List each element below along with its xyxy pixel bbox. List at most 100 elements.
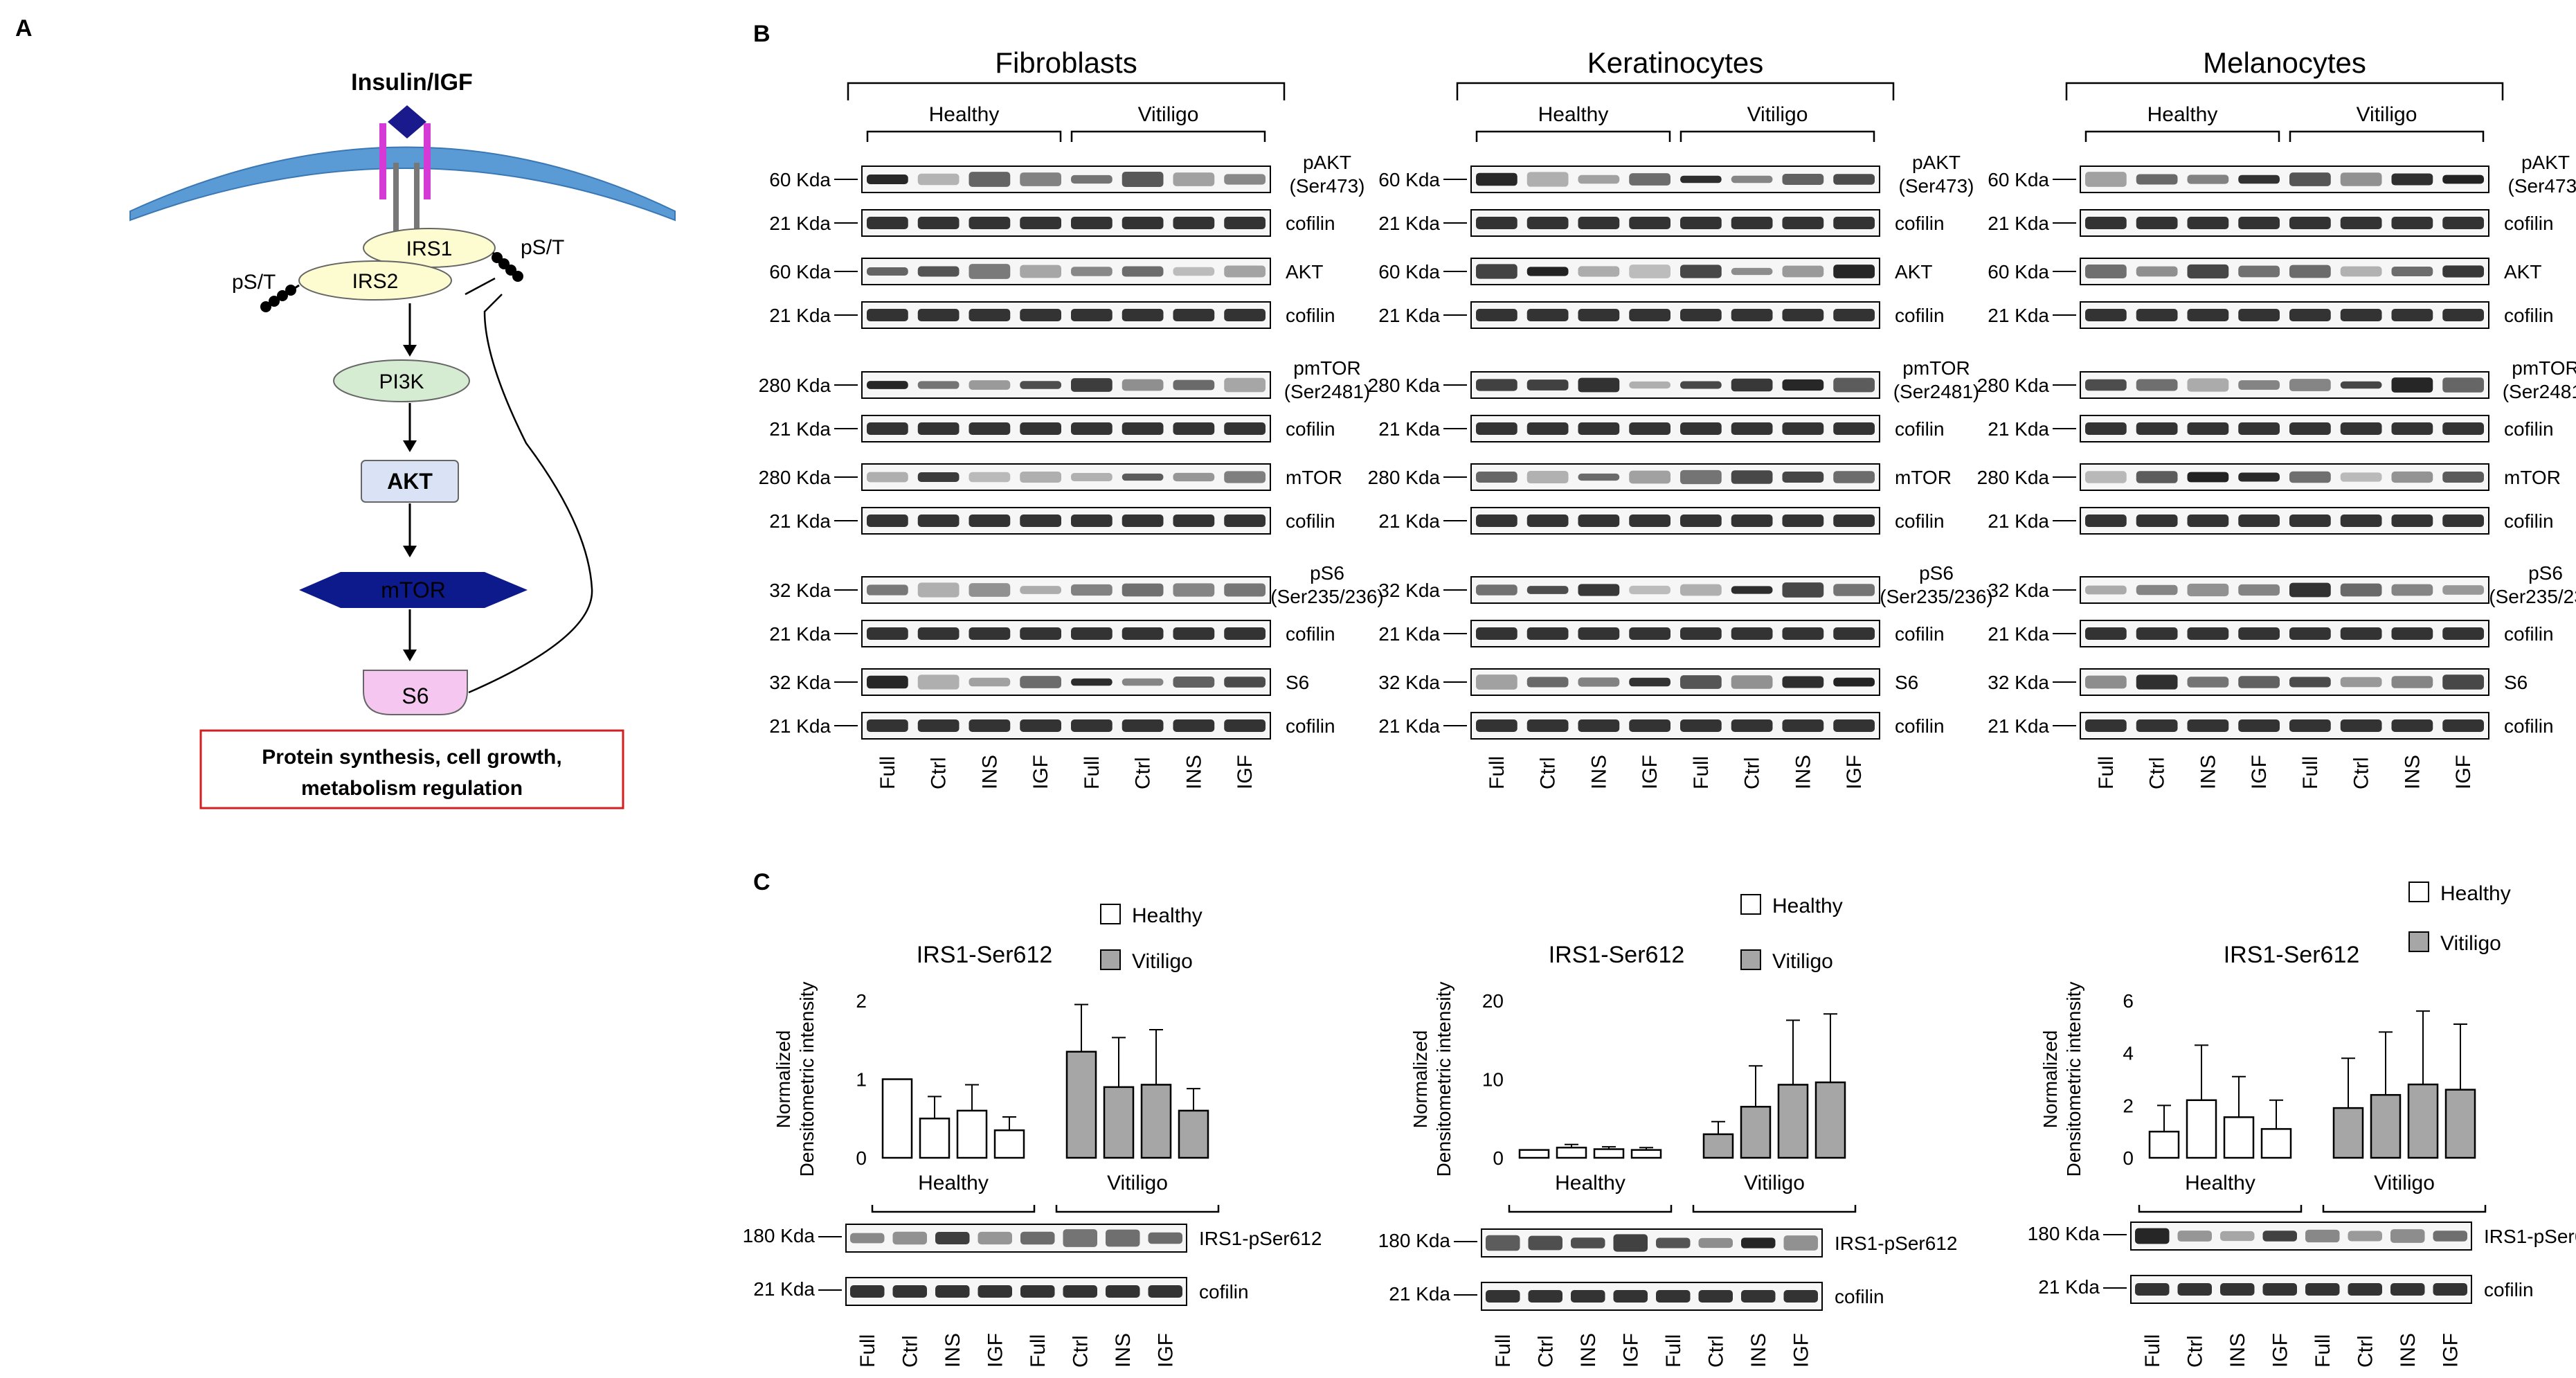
blot-band — [917, 266, 960, 277]
group-label: Healthy — [918, 1172, 989, 1194]
ligand-label: Insulin/IGF — [351, 69, 473, 96]
blot-band — [2177, 1231, 2212, 1242]
blot-band — [1578, 309, 1620, 321]
blot-band — [1071, 584, 1113, 596]
bar-vitiligo — [1702, 1133, 1734, 1159]
group-bracket — [2138, 1205, 2303, 1213]
blot-band — [1063, 1285, 1097, 1298]
blot-band — [1122, 583, 1164, 597]
target-label: pS6 — [1919, 562, 1954, 584]
lane-label: INS — [1587, 755, 1610, 789]
target-label: mTOR — [2504, 467, 2561, 488]
blot-band — [2442, 265, 2484, 278]
blot-band — [2136, 422, 2178, 435]
blot-band — [1833, 584, 1875, 596]
blot-band — [1629, 173, 1670, 186]
y-tick-label: 0 — [856, 1147, 867, 1169]
legend-swatch-vitiligo — [1100, 949, 1121, 970]
mw-marker: 21 Kda — [1378, 213, 1440, 234]
mw-marker: 60 Kda — [769, 169, 831, 190]
group-bracket — [1508, 1205, 1673, 1213]
blot-band — [1071, 514, 1113, 527]
mw-marker: 21 Kda — [1988, 305, 2049, 326]
blot-band — [1224, 677, 1266, 688]
blot-band — [2085, 264, 2127, 279]
blot-band — [917, 674, 960, 690]
blot-band — [1571, 1237, 1605, 1249]
target-label: cofilin — [1895, 418, 1945, 440]
blot-band — [1526, 514, 1569, 527]
blot-band — [2340, 472, 2382, 482]
blot-band — [2187, 677, 2229, 688]
blot-band — [2238, 217, 2280, 229]
panel-label-a: A — [15, 15, 33, 42]
target-label: S6 — [1286, 672, 1309, 693]
blot-band — [2442, 472, 2484, 483]
blot-band — [867, 175, 908, 184]
legend-label-healthy: Healthy — [1132, 904, 1203, 927]
blot-band — [1833, 422, 1875, 435]
target-label: pS6 — [1310, 562, 1344, 584]
mw-marker: 180 Kda — [2028, 1223, 2100, 1244]
blot-band — [1578, 473, 1620, 481]
blot-band — [1020, 471, 1061, 483]
mw-marker: 280 Kda — [1368, 375, 1441, 396]
blot-band — [1833, 174, 1875, 185]
blot-band — [1122, 627, 1164, 640]
blot-band — [1782, 174, 1824, 185]
group-bracket — [1055, 1205, 1220, 1213]
y-tick-label: 1 — [856, 1069, 867, 1091]
blot-band — [1020, 514, 1061, 527]
mw-marker: 280 Kda — [759, 375, 831, 396]
lane-label: INS — [1747, 1333, 1770, 1368]
blot-band — [917, 422, 960, 435]
blot-band — [917, 472, 960, 482]
bar-vitiligo — [1777, 1084, 1809, 1159]
outcome-text-line2: metabolism regulation — [301, 777, 523, 800]
blot-band — [2289, 217, 2331, 229]
blot-band — [969, 422, 1011, 435]
blot-band — [2238, 472, 2280, 482]
blot-band — [2136, 379, 2178, 391]
bar-healthy — [2186, 1099, 2217, 1159]
group-label: Vitiligo — [1744, 1172, 1805, 1194]
blot-band — [2187, 264, 2229, 279]
mw-marker: 21 Kda — [1378, 715, 1440, 737]
blot-band — [1122, 678, 1164, 686]
blot-band — [1629, 422, 1670, 435]
blot-band — [1122, 719, 1164, 732]
blot-band — [917, 217, 960, 229]
group-label: Vitiligo — [2374, 1172, 2435, 1194]
blot-band — [2442, 674, 2484, 690]
blot-band — [1122, 217, 1164, 229]
blot-band — [1731, 719, 1773, 732]
legend-swatch-vitiligo — [1740, 949, 1761, 970]
blot-band — [1680, 719, 1722, 732]
blot-band — [2262, 1283, 2297, 1296]
blot-band — [1476, 379, 1517, 391]
blot-band — [2085, 675, 2127, 689]
legend-label-healthy: Healthy — [1772, 895, 1843, 918]
blot-band — [1731, 309, 1773, 321]
group-bracket — [2084, 130, 2280, 142]
blot-band — [1578, 175, 1620, 184]
target-label: cofilin — [2504, 623, 2554, 645]
blot-band — [1680, 175, 1722, 184]
y-axis-label: Normalized — [773, 1030, 794, 1129]
densitometry-chart-0: IRS1-Ser612 Healthy Vitiligo Normalized Dens… — [743, 904, 1322, 1368]
lane-label: Ctrl — [2354, 1335, 2377, 1368]
blot-band — [2289, 172, 2331, 186]
blot-band — [1680, 584, 1722, 596]
mw-marker: 21 Kda — [769, 623, 831, 645]
blot-band — [2340, 677, 2382, 688]
blot-band — [1680, 217, 1722, 229]
blot-band — [2187, 378, 2229, 392]
blot-band — [2238, 380, 2280, 390]
bar-healthy — [993, 1129, 1025, 1159]
chart-title: IRS1-Ser612 — [917, 942, 1053, 968]
phospho-sites-left — [260, 284, 300, 312]
cell-type-title: Keratinocytes — [1587, 46, 1763, 79]
